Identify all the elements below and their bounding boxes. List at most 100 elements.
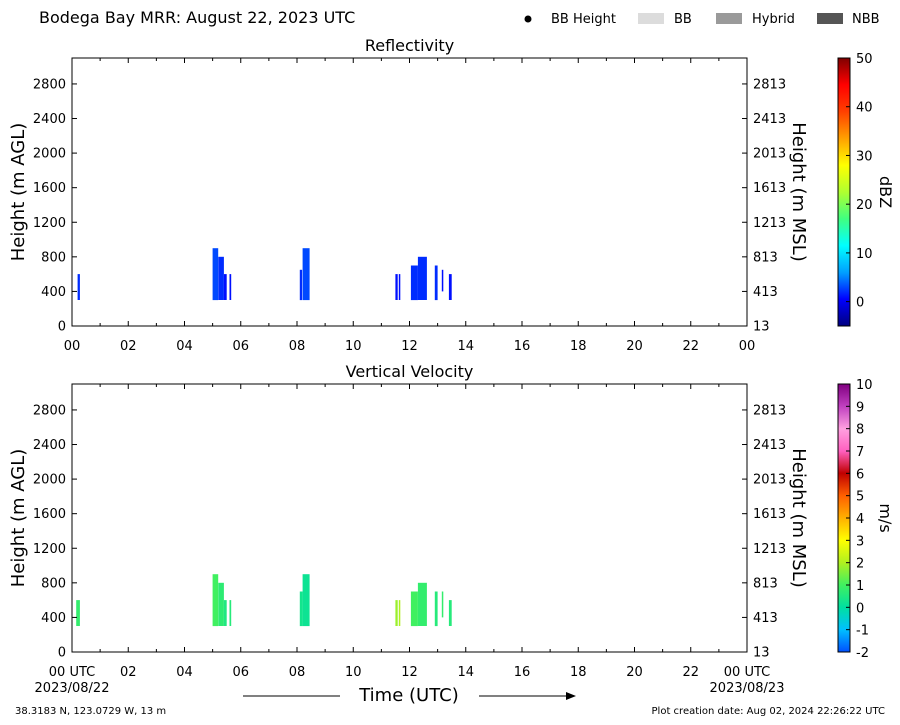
colorbar-tick-label: 2: [856, 557, 864, 572]
heatmap-cells: [77, 248, 452, 301]
y-axis-right: 13 413 813 1213 1613 2013 2413 2813: [753, 403, 786, 660]
reflectivity-panel: Reflectivity 040080012001600200024002800…: [8, 36, 895, 354]
y2-tick-label: 1613: [753, 507, 786, 522]
vertical-velocity-panel: Vertical Velocity 0400800120016002000240…: [8, 362, 895, 680]
colorbar-tick-label: 3: [856, 534, 864, 549]
colorbar-tick-label: 4: [856, 512, 864, 527]
colorbar-tick-label: 10: [856, 378, 873, 393]
x-tick-label: 00: [64, 339, 81, 354]
y2-tick-label: 2813: [753, 403, 786, 418]
start-date: 2023/08/22: [35, 681, 110, 696]
heatmap-cell: [212, 574, 219, 627]
y-axis-left: 0 400 800 1200 1600 2000 2400 2800: [33, 77, 747, 335]
colorbar-tick-label: 9: [856, 400, 864, 415]
heatmap-cell: [76, 600, 80, 626]
legend-hybrid-swatch: [716, 13, 742, 24]
y-tick-label: 2000: [33, 473, 66, 488]
y-tick-label: 2400: [33, 438, 66, 453]
x-tick-label: 22: [682, 665, 699, 680]
x-tick-label: 06: [232, 665, 249, 680]
legend-bb-height-label: BB Height: [551, 12, 616, 27]
x-tick-label: 12: [401, 665, 418, 680]
y2-tick-label: 413: [753, 611, 778, 626]
y2-tick-label: 13: [753, 320, 770, 335]
y2-tick-label: 1613: [753, 181, 786, 196]
heatmap-cell: [395, 274, 398, 300]
colorbar-tick-label: 20: [856, 198, 873, 213]
heatmap-cells: [76, 574, 452, 627]
x-tick-label: 04: [176, 665, 193, 680]
y2-tick-label: 2013: [753, 473, 786, 488]
x-tick-label: 10: [345, 339, 362, 354]
x-tick-label: 08: [289, 665, 306, 680]
y-tick-label: 800: [41, 250, 66, 265]
y-tick-label: 1200: [33, 542, 66, 557]
y2-axis-label: Height (m MSL): [788, 122, 809, 262]
y-tick-label: 400: [41, 285, 66, 300]
y-tick-label: 2000: [33, 147, 66, 162]
colorbar-label: dBZ: [876, 176, 895, 208]
heatmap-cell: [448, 274, 452, 300]
colorbar-tick-label: 10: [856, 247, 873, 262]
y-tick-label: 0: [58, 646, 66, 661]
heatmap-cell: [302, 574, 310, 627]
colorbar-tick-label: 6: [856, 467, 864, 482]
heatmap-cell: [299, 269, 303, 301]
x-tick-label: 04: [176, 339, 193, 354]
x-tick-label: 12: [401, 339, 418, 354]
colorbar-tick-label: -1: [856, 624, 869, 639]
y-axis-label: Height (m AGL): [8, 449, 29, 588]
y2-tick-label: 2013: [753, 147, 786, 162]
x-tick-label: 22: [682, 339, 699, 354]
colorbar: -2 -1 0 1 2 3 4 5 6 7 8 9 10: [837, 378, 873, 661]
figure-title: Bodega Bay MRR: August 22, 2023 UTC: [39, 8, 355, 27]
x-tick-label: 00 UTC: [724, 665, 770, 680]
panel-title: Vertical Velocity: [346, 362, 474, 381]
heatmap-cell: [229, 600, 232, 626]
heatmap-cell: [417, 582, 427, 626]
legend-nbb-swatch: [817, 13, 843, 24]
heatmap-cell: [395, 600, 398, 626]
header-legend: BB Height BB Hybrid NBB: [524, 12, 880, 27]
x-axis-label: Time (UTC): [358, 685, 459, 706]
x-tick-label: 16: [514, 339, 531, 354]
y-tick-label: 2400: [33, 112, 66, 127]
plot-frame: [71, 57, 748, 327]
plot-frame: [71, 383, 748, 653]
x-tick-label: 20: [626, 665, 643, 680]
heatmap-cell: [299, 591, 303, 627]
heatmap-cell: [398, 600, 401, 626]
x-tick-label: 02: [120, 339, 137, 354]
legend-hybrid-label: Hybrid: [752, 12, 795, 27]
heatmap-cell: [410, 591, 418, 627]
colorbar-tick-label: 5: [856, 490, 864, 505]
y2-tick-label: 413: [753, 285, 778, 300]
x-axis: 00 UTC 02 04 06 08 10 12 14 16 18 20 22 00 UTC: [49, 384, 770, 680]
heatmap-cell: [410, 265, 418, 301]
location-text: 38.3183 N, 123.0729 W, 13 m: [15, 706, 166, 717]
heatmap-cell: [218, 582, 224, 626]
x-tick-label: 18: [570, 665, 587, 680]
x-tick-label: 00: [739, 339, 756, 354]
legend-bb-swatch: [638, 13, 664, 24]
x-tick-label: 02: [120, 665, 137, 680]
y2-tick-label: 13: [753, 646, 770, 661]
y2-tick-label: 813: [753, 576, 778, 591]
time-arrow-head-icon: [566, 692, 576, 700]
x-tick-label: 16: [514, 665, 531, 680]
colorbar-tick-label: -2: [856, 646, 869, 661]
x-tick-label: 20: [626, 339, 643, 354]
colorbar-tick-label: 0: [856, 296, 864, 311]
y-tick-label: 800: [41, 576, 66, 591]
y-tick-label: 1600: [33, 507, 66, 522]
y-axis-left: 0 400 800 1200 1600 2000 2400 2800: [33, 403, 747, 661]
colorbar-gradient: [837, 57, 851, 327]
legend-bb-height-dot: [524, 15, 532, 23]
x-axis: 00 02 04 06 08 10 12 14 16 18 20 22 00: [64, 58, 756, 354]
x-tick-label: 14: [457, 339, 474, 354]
colorbar-tick-label: 50: [856, 52, 873, 67]
heatmap-cell: [229, 274, 232, 300]
heatmap-cell: [212, 248, 219, 301]
heatmap-cell: [218, 256, 224, 300]
colorbar-tick-label: 30: [856, 149, 873, 164]
